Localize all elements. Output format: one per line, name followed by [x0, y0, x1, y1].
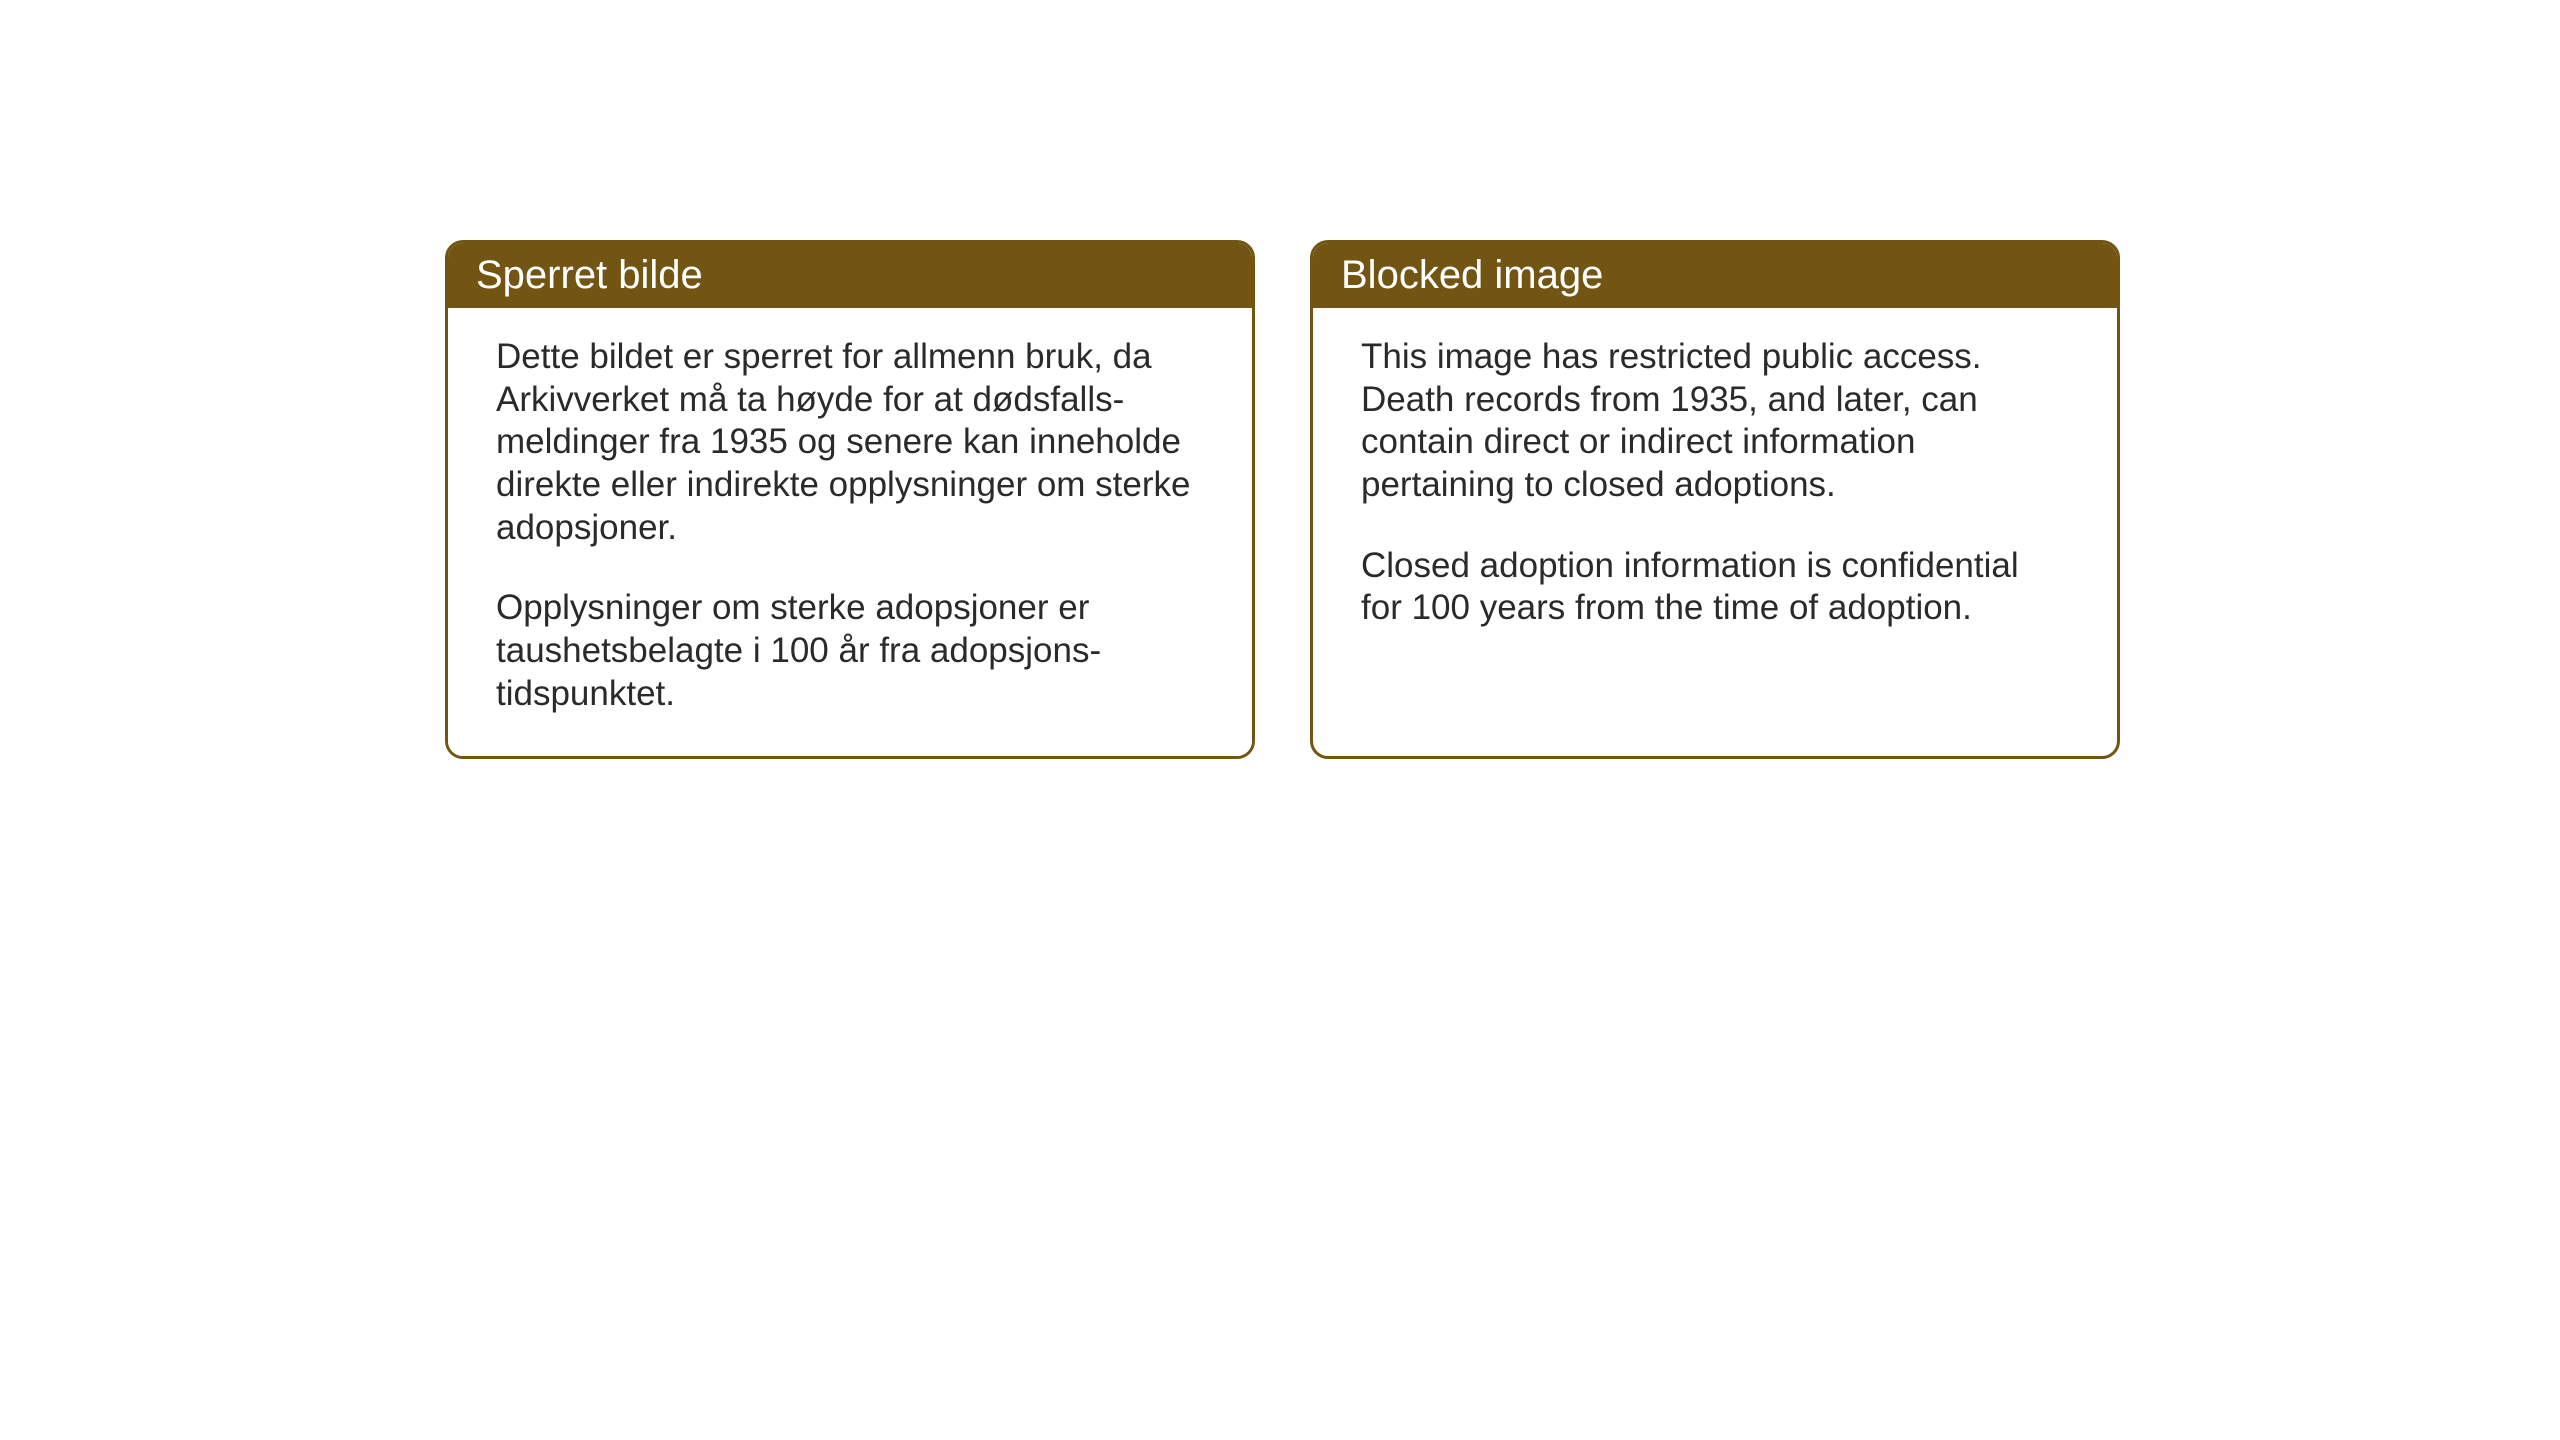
notice-box-english: Blocked image This image has restricted … [1310, 240, 2120, 759]
notice-paragraph-1-english: This image has restricted public access.… [1361, 336, 2069, 507]
notice-paragraph-2-english: Closed adoption information is confident… [1361, 545, 2069, 630]
notices-container: Sperret bilde Dette bildet er sperret fo… [445, 240, 2120, 759]
notice-header-english: Blocked image [1313, 243, 2117, 308]
notice-title-norwegian: Sperret bilde [476, 253, 703, 297]
notice-title-english: Blocked image [1341, 253, 1603, 297]
notice-paragraph-1-norwegian: Dette bildet er sperret for allmenn bruk… [496, 336, 1204, 549]
notice-box-norwegian: Sperret bilde Dette bildet er sperret fo… [445, 240, 1255, 759]
notice-header-norwegian: Sperret bilde [448, 243, 1252, 308]
notice-body-english: This image has restricted public access.… [1313, 308, 2117, 670]
notice-body-norwegian: Dette bildet er sperret for allmenn bruk… [448, 308, 1252, 756]
notice-paragraph-2-norwegian: Opplysninger om sterke adopsjoner er tau… [496, 587, 1204, 715]
